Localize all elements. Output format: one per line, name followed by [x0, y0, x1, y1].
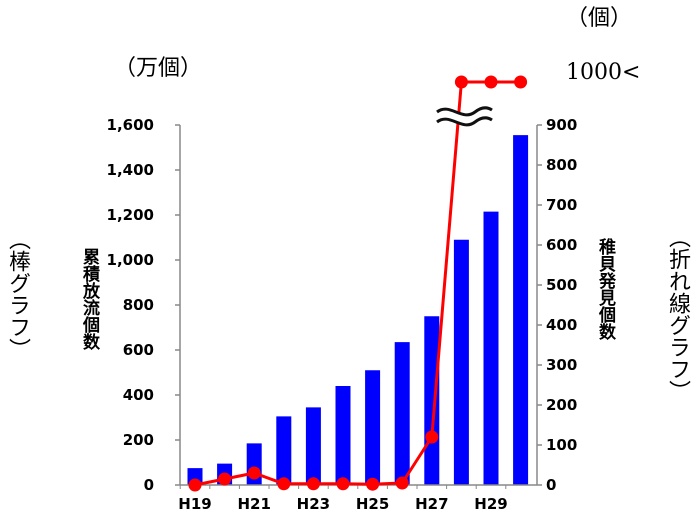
line-marker — [336, 477, 350, 491]
line-marker — [306, 477, 320, 491]
bar — [483, 211, 499, 485]
bar — [335, 386, 351, 485]
axis-break-wave — [436, 106, 493, 117]
y-right-tick-label: 0 — [546, 476, 556, 494]
y-left-tick-label: 800 — [123, 296, 154, 314]
y-left-tick-label: 0 — [144, 476, 154, 494]
line-marker — [218, 472, 232, 486]
line-marker — [366, 477, 380, 491]
line-marker — [277, 477, 291, 491]
bar-series — [187, 135, 529, 485]
bar — [276, 416, 292, 485]
right-chart-type-label: （折れ線グラフ） — [665, 226, 690, 402]
y-left-tick-label: 400 — [123, 386, 154, 404]
y-left-tick-label: 600 — [123, 341, 154, 359]
y-left-tick-label: 1,200 — [107, 206, 154, 224]
axis-break-wave — [436, 116, 493, 127]
x-tick-label: H29 — [474, 495, 507, 513]
y-right-axis-title: 稚貝発見個数 — [595, 238, 615, 340]
line-marker — [454, 75, 468, 89]
right-unit-label: （個） — [566, 6, 633, 31]
line-series — [188, 75, 528, 492]
axis-break-value-label: 1000< — [566, 60, 641, 85]
y-left-tick-label: 1,400 — [107, 161, 154, 179]
x-tick-label: H19 — [178, 495, 211, 513]
line-marker — [188, 478, 202, 492]
bar — [453, 239, 469, 485]
axes — [175, 124, 542, 489]
bar — [305, 407, 321, 485]
bar — [394, 342, 410, 485]
y-right-tick-label: 500 — [546, 276, 577, 294]
y-right-tick-label: 600 — [546, 236, 577, 254]
y-right-tick-label: 200 — [546, 396, 577, 414]
y-right-tick-label: 800 — [546, 156, 577, 174]
y-left-tick-label: 1,600 — [107, 116, 154, 134]
line-marker — [484, 75, 498, 89]
series-line — [194, 80, 521, 487]
x-tick-label: H21 — [237, 495, 270, 513]
bar — [424, 316, 440, 485]
x-tick-label: H25 — [356, 495, 389, 513]
axis-break-marker — [436, 106, 493, 127]
y-right-tick-label: 100 — [546, 436, 577, 454]
x-tick-label: H23 — [297, 495, 330, 513]
bar — [513, 135, 529, 485]
x-tick-label: H27 — [415, 495, 448, 513]
y-right-tick-label: 400 — [546, 316, 577, 334]
left-unit-label: （万個） — [114, 56, 203, 81]
y-left-axis-title: 累積放流個数 — [79, 248, 99, 350]
line-marker — [425, 430, 439, 444]
tick-labels: 0 200 400 600 800 1,000 1,200 1,400 1,600 0 100 200… — [107, 116, 578, 513]
y-right-tick-label: 300 — [546, 356, 577, 374]
axis-break-band — [437, 107, 492, 125]
left-chart-type-label: （棒グラフ） — [5, 228, 30, 360]
line-marker — [395, 476, 409, 490]
y-left-tick-label: 200 — [123, 431, 154, 449]
line-marker — [514, 75, 528, 89]
line-marker — [247, 466, 261, 480]
y-right-tick-label: 700 — [546, 196, 577, 214]
y-right-tick-label: 900 — [546, 116, 577, 134]
bar — [365, 370, 381, 485]
y-left-tick-label: 1,000 — [107, 251, 154, 269]
